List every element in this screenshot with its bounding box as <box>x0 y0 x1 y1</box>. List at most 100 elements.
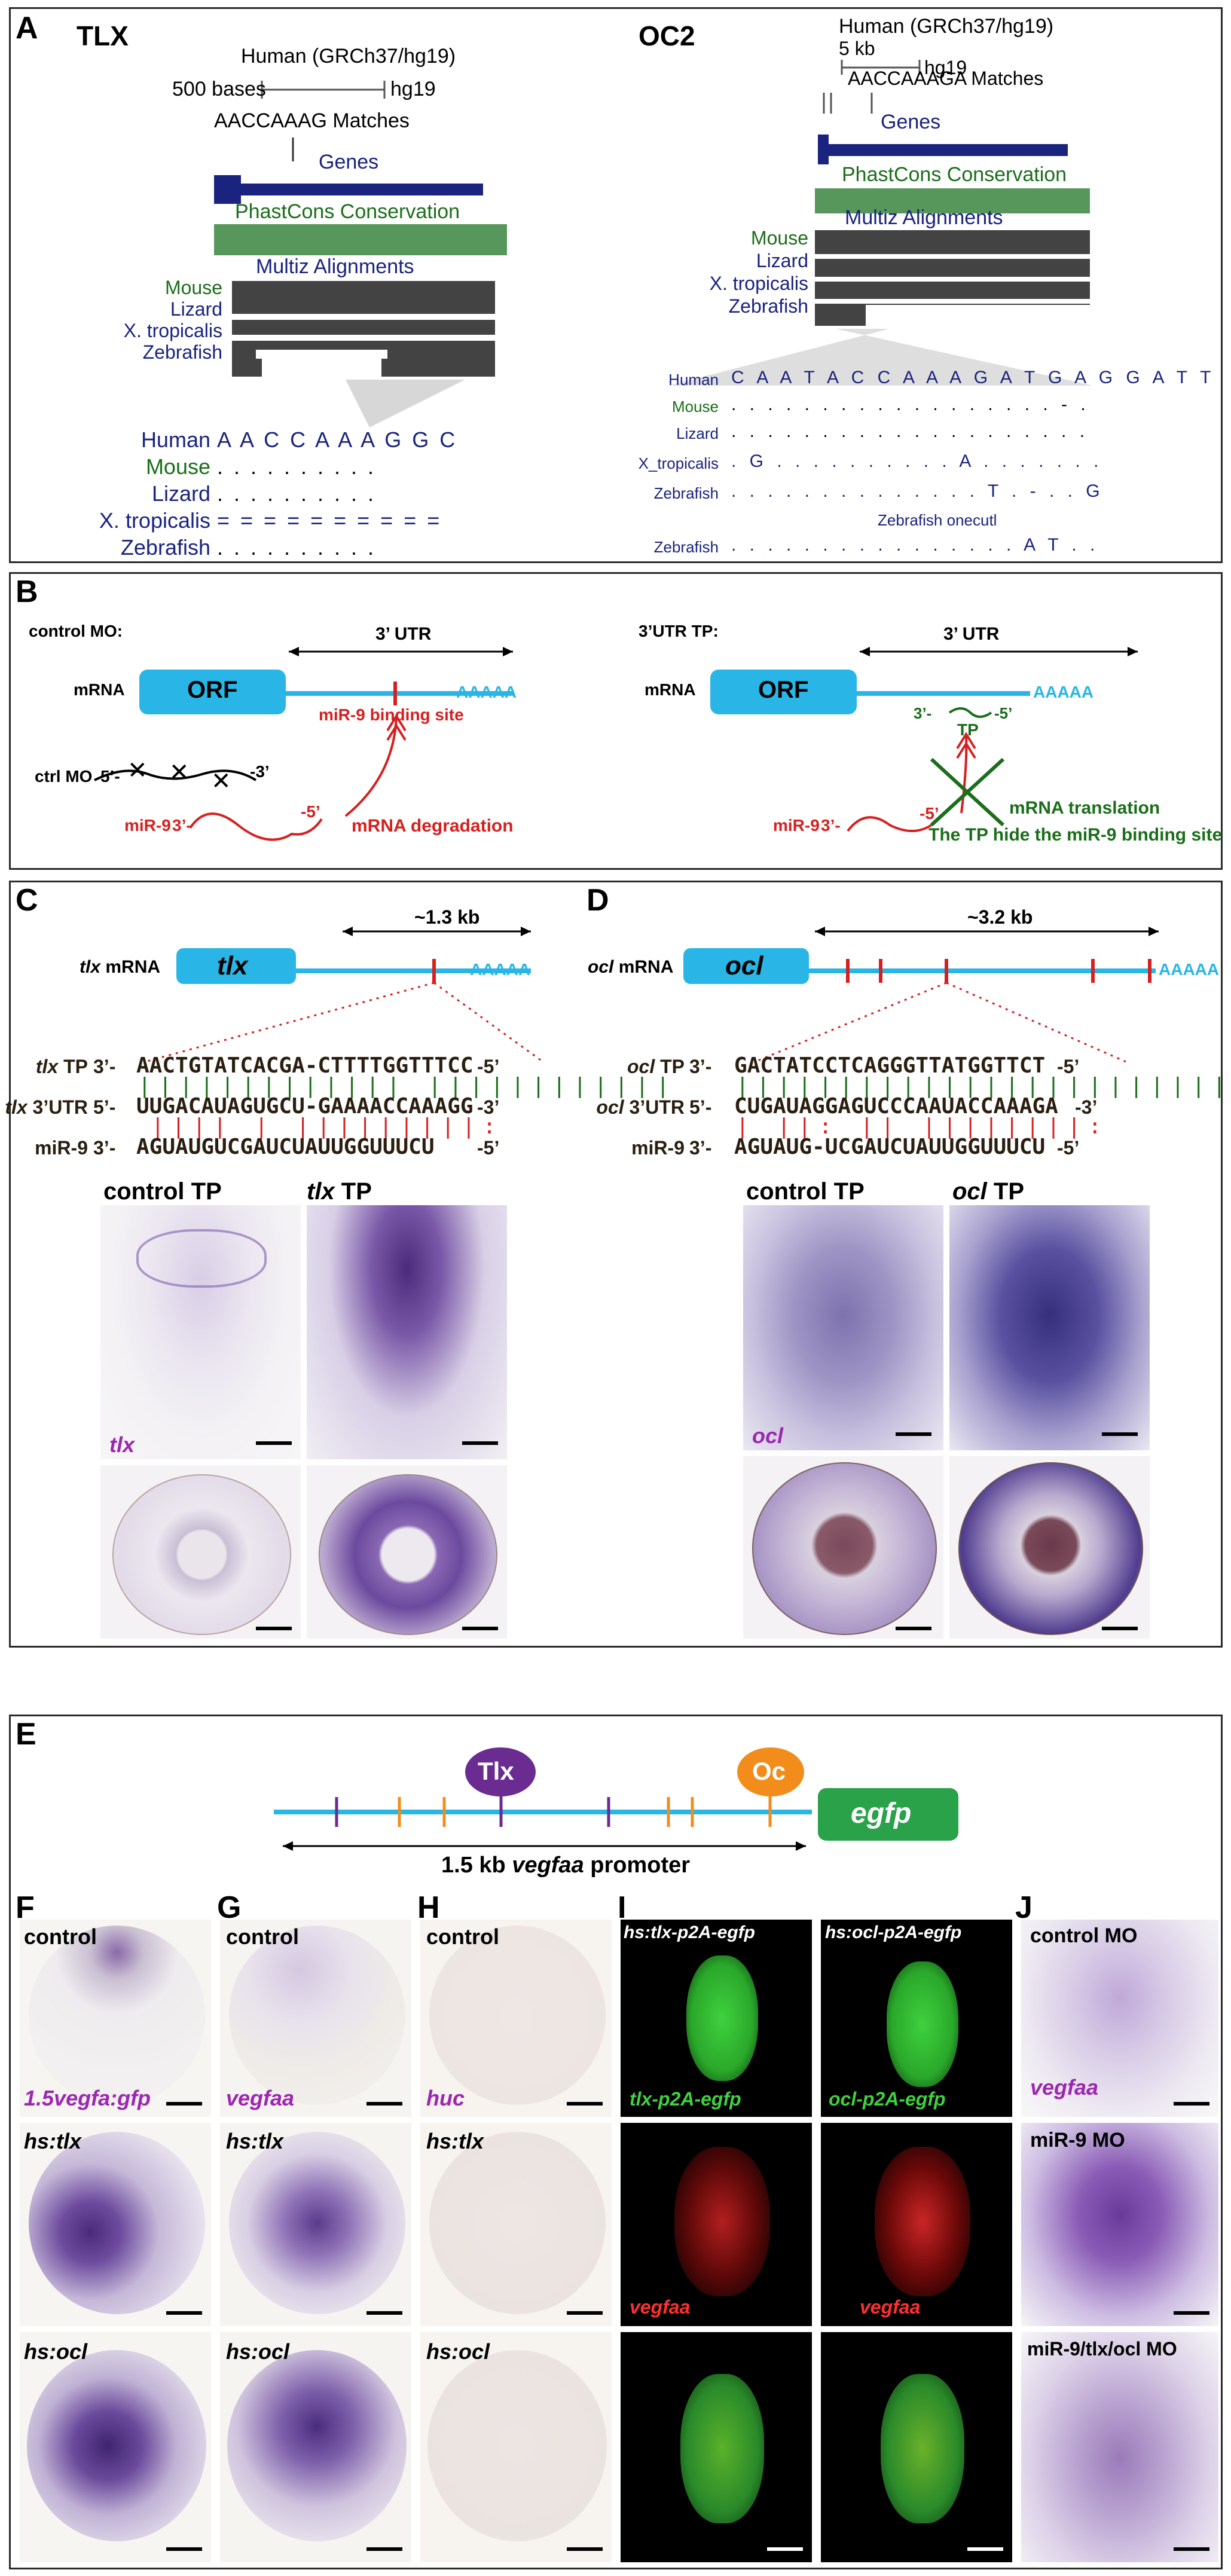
tlx-phastcons-track: PhastCons Conservation <box>235 200 460 223</box>
tlx-align-seq: . . . . . . . . . . <box>217 481 377 506</box>
tlx-mrna-label: tlx mRNA <box>80 957 161 977</box>
oc2-phastcons-track: PhastCons Conservation <box>842 163 1067 186</box>
mismatch-x-icon: ✕ <box>127 757 148 784</box>
tlx-align-seq: . . . . . . . . . . <box>217 535 377 560</box>
oc2-onecut-name: Zebrafish <box>653 538 719 556</box>
f-hs-ocl-label: hs:ocl <box>24 2339 88 2364</box>
polya-label: AAAAA <box>1033 683 1094 701</box>
ctrl-mo-5prime: 5’- <box>100 767 120 786</box>
tlx-utr-row-label: tlx 3’UTR <box>5 1096 88 1118</box>
panel-j-letter: J <box>1015 1890 1033 1925</box>
ocl-control-head <box>743 1205 943 1450</box>
oc2-matches: AACCAAAGA Matches <box>848 68 1044 89</box>
i-green-label-2: ocl-p2A-egfp <box>829 2088 946 2110</box>
control-mo-title: control MO: <box>29 622 123 640</box>
g-hs-ocl-embryo <box>220 2332 411 2562</box>
tlx-utr-suffix: -3’ <box>477 1096 500 1118</box>
h-hs-ocl-embryo <box>420 2332 612 2562</box>
oc2-species-zebrafish: Zebrafish <box>728 295 808 317</box>
mir9-binding-site-label: miR-9 binding site <box>319 705 464 724</box>
ocl-polya: AAAAA <box>1159 960 1220 979</box>
mrna-translation-label: mRNA translation <box>1009 798 1160 818</box>
oc2-align-name: Lizard <box>676 424 719 442</box>
tlx-assembly: Human (GRCh37/hg19) <box>241 45 456 68</box>
tlx-orf-label: tlx <box>217 951 248 980</box>
i-col1-label: hs:tlx-p2A-egfp <box>624 1923 755 1942</box>
oc2-align-seq: C A A T A C C A A A G A T G A G G A T T <box>731 368 1215 387</box>
h-hs-tlx-label: hs:tlx <box>426 2129 484 2153</box>
f-control-label: control <box>24 1924 97 1949</box>
ocl-mir-seq: AGUAUG-UCGAUCUAUUGGUUUCU <box>734 1135 1046 1159</box>
g-probe-label: vegfaa <box>226 2086 295 2110</box>
oc2-scale: 5 kb <box>839 38 875 59</box>
tlx-align-name: Lizard <box>151 481 210 506</box>
tlx-align-seq: = = = = = = = = = = <box>217 508 442 533</box>
tlx-control-eye <box>100 1465 301 1639</box>
i-ocl-merge <box>821 2332 1012 2562</box>
panel-f-letter: F <box>16 1890 35 1925</box>
egfp-label: egfp <box>851 1798 912 1829</box>
tlx-align-name: X. tropicalis <box>99 508 210 533</box>
tlx-multiz-track: Multiz Alignments <box>256 255 414 278</box>
ocl-tp-prefix: 3’- <box>689 1056 712 1077</box>
oc-binding-oval <box>737 1747 804 1796</box>
panel-cd-graphics <box>145 927 1159 1063</box>
tlx-species-xtrop: X. tropicalis <box>123 320 222 341</box>
tlx-mir-seq: AGUAUGUCGAUCUAUUGGUUUCU <box>136 1135 435 1159</box>
tlx-align-name: Human <box>140 427 210 452</box>
h-hs-tlx-embryo <box>420 2123 612 2326</box>
i-tlx-green <box>621 1920 812 2117</box>
oc2-multiz-track: Multiz Alignments <box>845 206 1003 229</box>
tlx-tp-pairing: ||||||||||||| |||||||||||| <box>138 1074 677 1098</box>
oc2-onecut-label: Zebrafish onecutl <box>878 511 997 529</box>
orf-label: ORF <box>187 677 238 703</box>
i-ocl-green <box>821 1920 1012 2117</box>
tlx-probe-label: tlx <box>109 1432 135 1457</box>
ocl-utr-seq: CUGAUAGGAGUCCCAAUACCAAAGA <box>734 1094 1058 1119</box>
i-red-label-2: vegfaa <box>860 2296 921 2318</box>
tlx-utr-seq: UUGACAUAGUGCU-GAAAACCAAAGG <box>136 1094 474 1119</box>
ocl-tp-pairing: |||||||||||||||||||||||| <box>736 1074 1231 1098</box>
ocl-mrna-label: ocl mRNA <box>588 957 674 977</box>
ocl-tp-label: ocl TP <box>952 1178 1025 1205</box>
h-hs-ocl-label: hs:ocl <box>426 2339 490 2364</box>
panel-h-letter: H <box>417 1890 440 1925</box>
i-tlx-red <box>621 2123 812 2326</box>
ocl-utr-row-label: ocl 3’UTR <box>596 1096 685 1118</box>
f-hs-ocl-embryo <box>20 2332 211 2562</box>
oc2-onecut-seq: . . . . . . . . . . . . . . . . A T . . <box>731 535 1099 555</box>
tp-hide-label: The TP hide the miR-9 binding site <box>928 825 1223 845</box>
panel-ej: E Tlx Oc egfp 1.5 kb vegfaa promoter F G… <box>9 1715 1223 2569</box>
tlx-mir-prefix: 3’- <box>93 1137 116 1159</box>
tp-5prime: -5’ <box>994 704 1013 722</box>
mir9-label: miR-9 <box>124 816 171 835</box>
j-triple-mo-head <box>1021 2332 1218 2562</box>
oc2-align-seq: . G . . . . . . . . . . A . . . . . . . <box>731 451 1103 471</box>
j-triple-mo-label: miR-9/tlx/ocl MO <box>1027 2338 1177 2360</box>
promoter-label: 1.5 kb vegfaa promoter <box>441 1853 691 1878</box>
i-col2-label: hs:ocl-p2A-egfp <box>825 1923 962 1942</box>
tlx-tp-row-label: tlx TP <box>35 1056 88 1077</box>
tlx-tp-suffix: -5’ <box>477 1056 500 1077</box>
tlx-mir-row-label: miR-9 <box>35 1137 88 1159</box>
f-hs-tlx-label: hs:tlx <box>24 2129 82 2153</box>
mismatch-x-icon: ✕ <box>169 759 190 786</box>
oc2-align-seq: . . . . . . . . . . . . . . T . - . . G <box>731 481 1104 501</box>
oc2-align-name: X_tropicalis <box>638 454 719 472</box>
oc2-assembly: Human (GRCh37/hg19) <box>839 15 1054 38</box>
oc2-species-mouse: Mouse <box>750 227 808 249</box>
i-ocl-red <box>821 2123 1012 2326</box>
ocl-orf-label: ocl <box>725 951 763 980</box>
panel-e-letter: E <box>16 1717 36 1752</box>
tlx-matches: AACCAAAG Matches <box>214 109 410 132</box>
j-control-mo-head <box>1021 1920 1218 2117</box>
tlx-species-lizard: Lizard <box>170 298 222 320</box>
tlx-mir-pairing: |||| | |||||||||: <box>151 1114 504 1139</box>
mir9-3prime: 3’- <box>172 816 192 835</box>
tlx-tp-head <box>307 1205 507 1459</box>
g-control-label: control <box>226 1924 299 1949</box>
j-mir9-mo-head <box>1021 2123 1218 2326</box>
ocl-mir-prefix: 3’- <box>689 1137 712 1159</box>
h-probe-label: huc <box>426 2086 465 2110</box>
orf-label: ORF <box>758 677 809 703</box>
